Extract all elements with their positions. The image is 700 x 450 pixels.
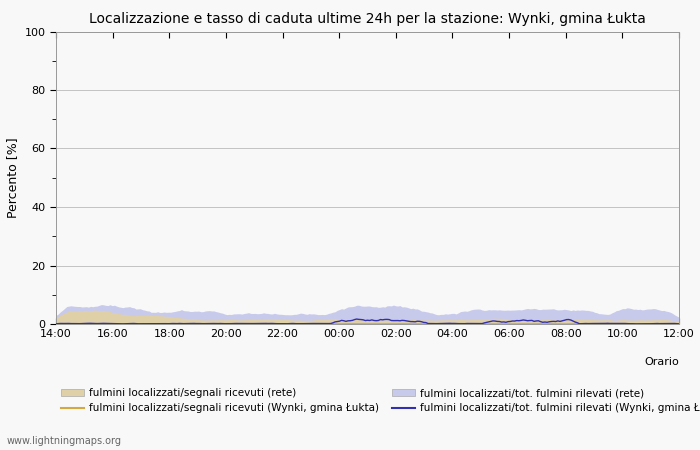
Y-axis label: Percento [%]: Percento [%] xyxy=(6,137,19,218)
Text: Orario: Orario xyxy=(644,357,679,367)
Text: www.lightningmaps.org: www.lightningmaps.org xyxy=(7,436,122,446)
Legend: fulmini localizzati/segnali ricevuti (rete), fulmini localizzati/segnali ricevut: fulmini localizzati/segnali ricevuti (re… xyxy=(61,388,700,413)
Title: Localizzazione e tasso di caduta ultime 24h per la stazione: Wynki, gmina Łukta: Localizzazione e tasso di caduta ultime … xyxy=(89,12,646,26)
